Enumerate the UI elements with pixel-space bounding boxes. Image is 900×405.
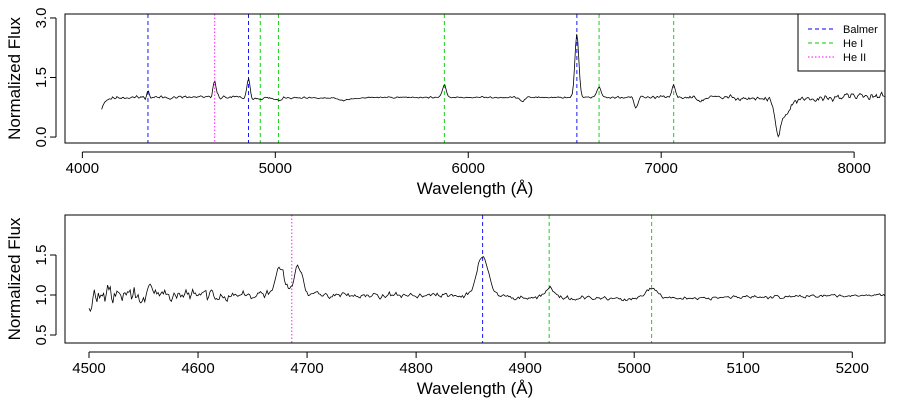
spectral-lines <box>147 14 675 143</box>
x-axis-label: Wavelength (Å) <box>417 379 534 398</box>
spectral-lines <box>291 215 653 343</box>
x-tick-label: 4900 <box>508 360 541 377</box>
x-tick-label: 5000 <box>618 360 651 377</box>
y-tick-label: 1.5 <box>33 245 50 266</box>
y-tick-label: 0.0 <box>33 127 50 148</box>
x-tick-label: 5000 <box>259 160 292 177</box>
spectrum-line <box>101 34 885 138</box>
plot-frame <box>64 214 886 344</box>
x-tick-label: 8000 <box>837 160 870 177</box>
legend-label: He I <box>843 38 863 50</box>
plot-frame <box>64 13 886 144</box>
legend-label: Balmer <box>843 24 878 36</box>
legend-box <box>797 13 886 72</box>
y-axis-label: Normalized Flux <box>5 217 24 340</box>
y-tick-label: 1.0 <box>33 285 50 306</box>
x-tick-label: 4600 <box>181 360 214 377</box>
y-axis: 0.5 1.0 1.5 Normalized Flux <box>5 217 57 346</box>
y-tick-label: 3.0 <box>33 8 50 29</box>
top-panel: 4000 5000 6000 7000 8000 Wavelength (Å) 0.0 1.5… <box>5 8 886 198</box>
x-tick-label: 4700 <box>290 360 323 377</box>
spectrum-line <box>88 256 885 313</box>
y-axis-label: Normalized Flux <box>5 17 24 140</box>
legend: Balmer He I He II <box>797 13 886 72</box>
x-tick-label: 4000 <box>66 160 99 177</box>
x-axis: 4000 5000 6000 7000 8000 Wavelength (Å) <box>66 151 871 198</box>
x-tick-label: 5200 <box>836 360 869 377</box>
x-tick-label: 4500 <box>72 360 105 377</box>
x-tick-label: 4800 <box>399 360 432 377</box>
x-tick-label: 6000 <box>452 160 485 177</box>
x-tick-label: 5100 <box>727 360 760 377</box>
x-axis-label: Wavelength (Å) <box>417 179 534 198</box>
x-tick-label: 7000 <box>645 160 678 177</box>
legend-label: He II <box>843 52 866 64</box>
y-tick-label: 0.5 <box>33 325 50 346</box>
y-tick-label: 1.5 <box>33 67 50 88</box>
y-axis: 0.0 1.5 3.0 Normalized Flux <box>5 8 57 148</box>
bottom-panel: 4500 4600 4700 4800 4900 5000 5100 5200 Waveleng… <box>5 214 886 398</box>
x-axis: 4500 4600 4700 4800 4900 5000 5100 5200 Waveleng… <box>72 351 869 398</box>
